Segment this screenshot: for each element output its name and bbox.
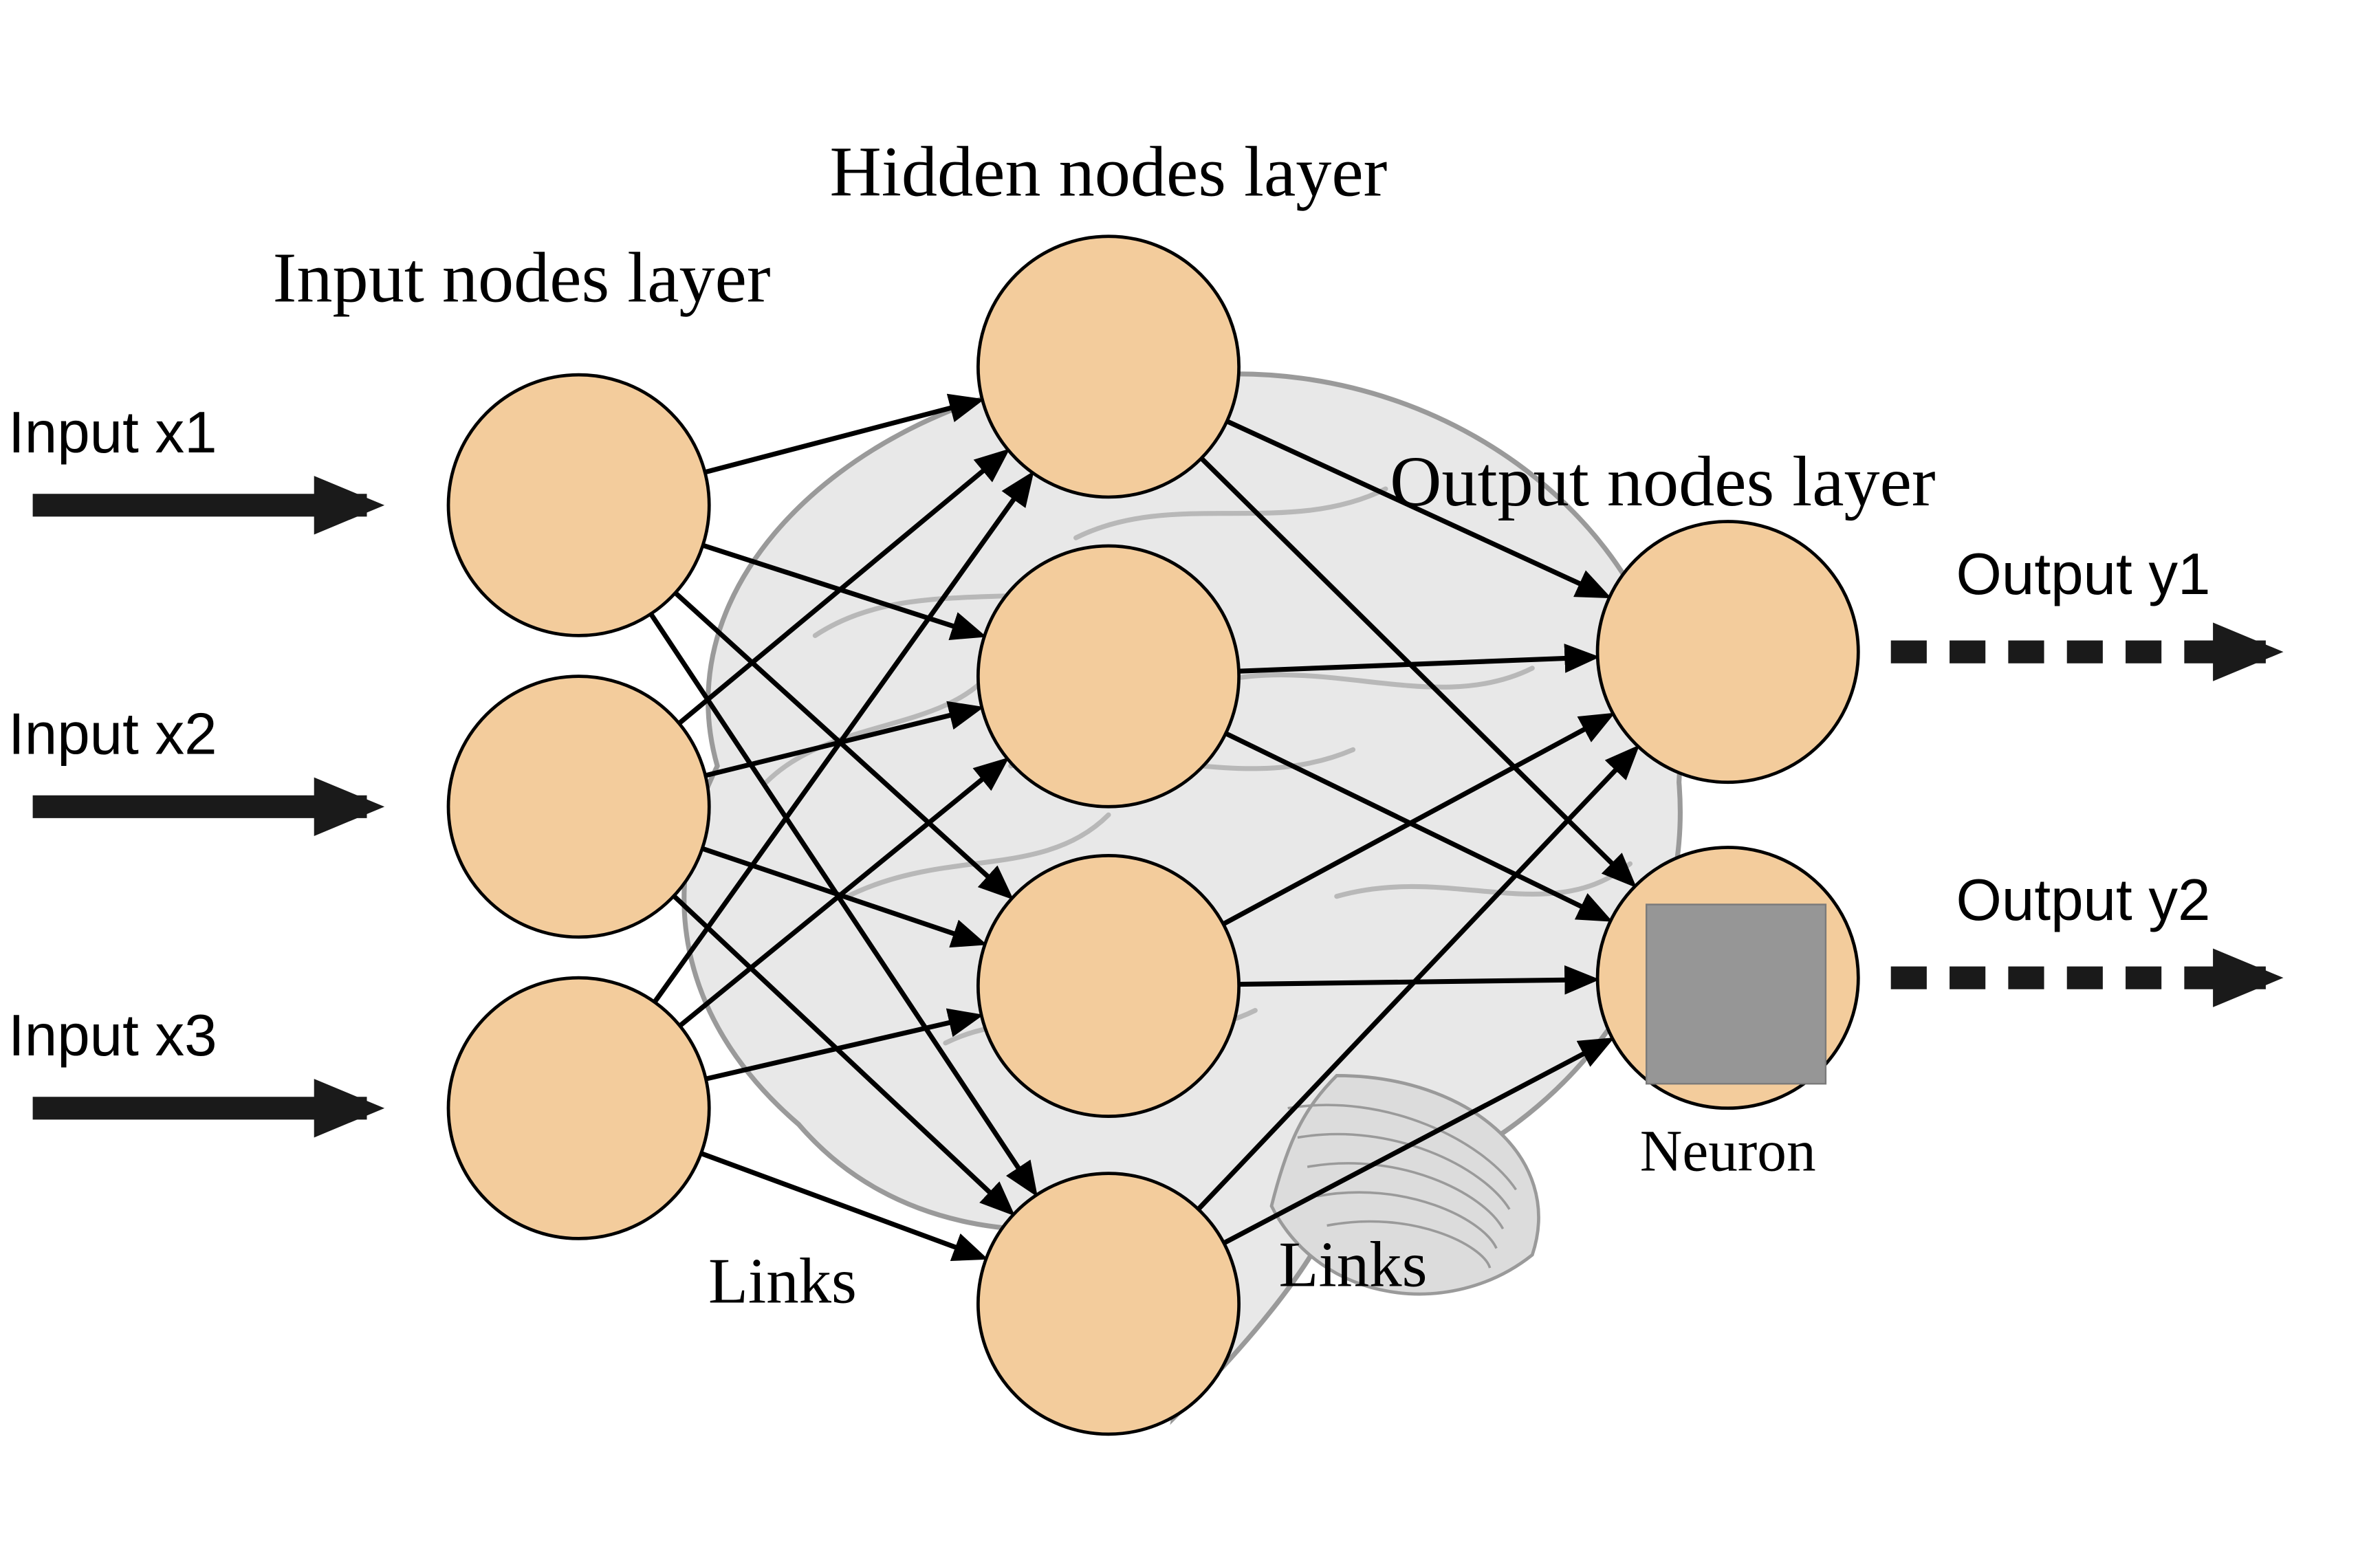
title-hidden-layer: Hidden nodes layer [830,132,1388,212]
hidden-node-4 [978,1174,1238,1434]
hidden-node-2 [978,546,1238,807]
output-node-1 [1597,521,1858,782]
neural-network-diagram: Input nodes layer Hidden nodes layer Outpu… [0,0,2380,1558]
input-node-1 [448,375,709,635]
output-label-2: Output y2 [1956,868,2211,933]
input-node-2 [448,677,709,937]
title-input-layer: Input nodes layer [273,238,771,318]
title-output-layer: Output nodes layer [1390,441,1936,521]
input-label-1: Input x1 [8,400,217,465]
links-label-right: Links [1279,1229,1428,1301]
input-node-3 [448,978,709,1238]
neuron-square [1646,905,1826,1084]
links-label-left: Links [708,1244,857,1317]
neuron-label: Neuron [1640,1119,1816,1183]
hidden-node-3 [978,855,1238,1116]
output-label-1: Output y1 [1956,542,2211,607]
input-label-2: Input x2 [8,701,217,767]
input-label-3: Input x3 [8,1003,217,1068]
hidden-node-1 [978,237,1238,497]
